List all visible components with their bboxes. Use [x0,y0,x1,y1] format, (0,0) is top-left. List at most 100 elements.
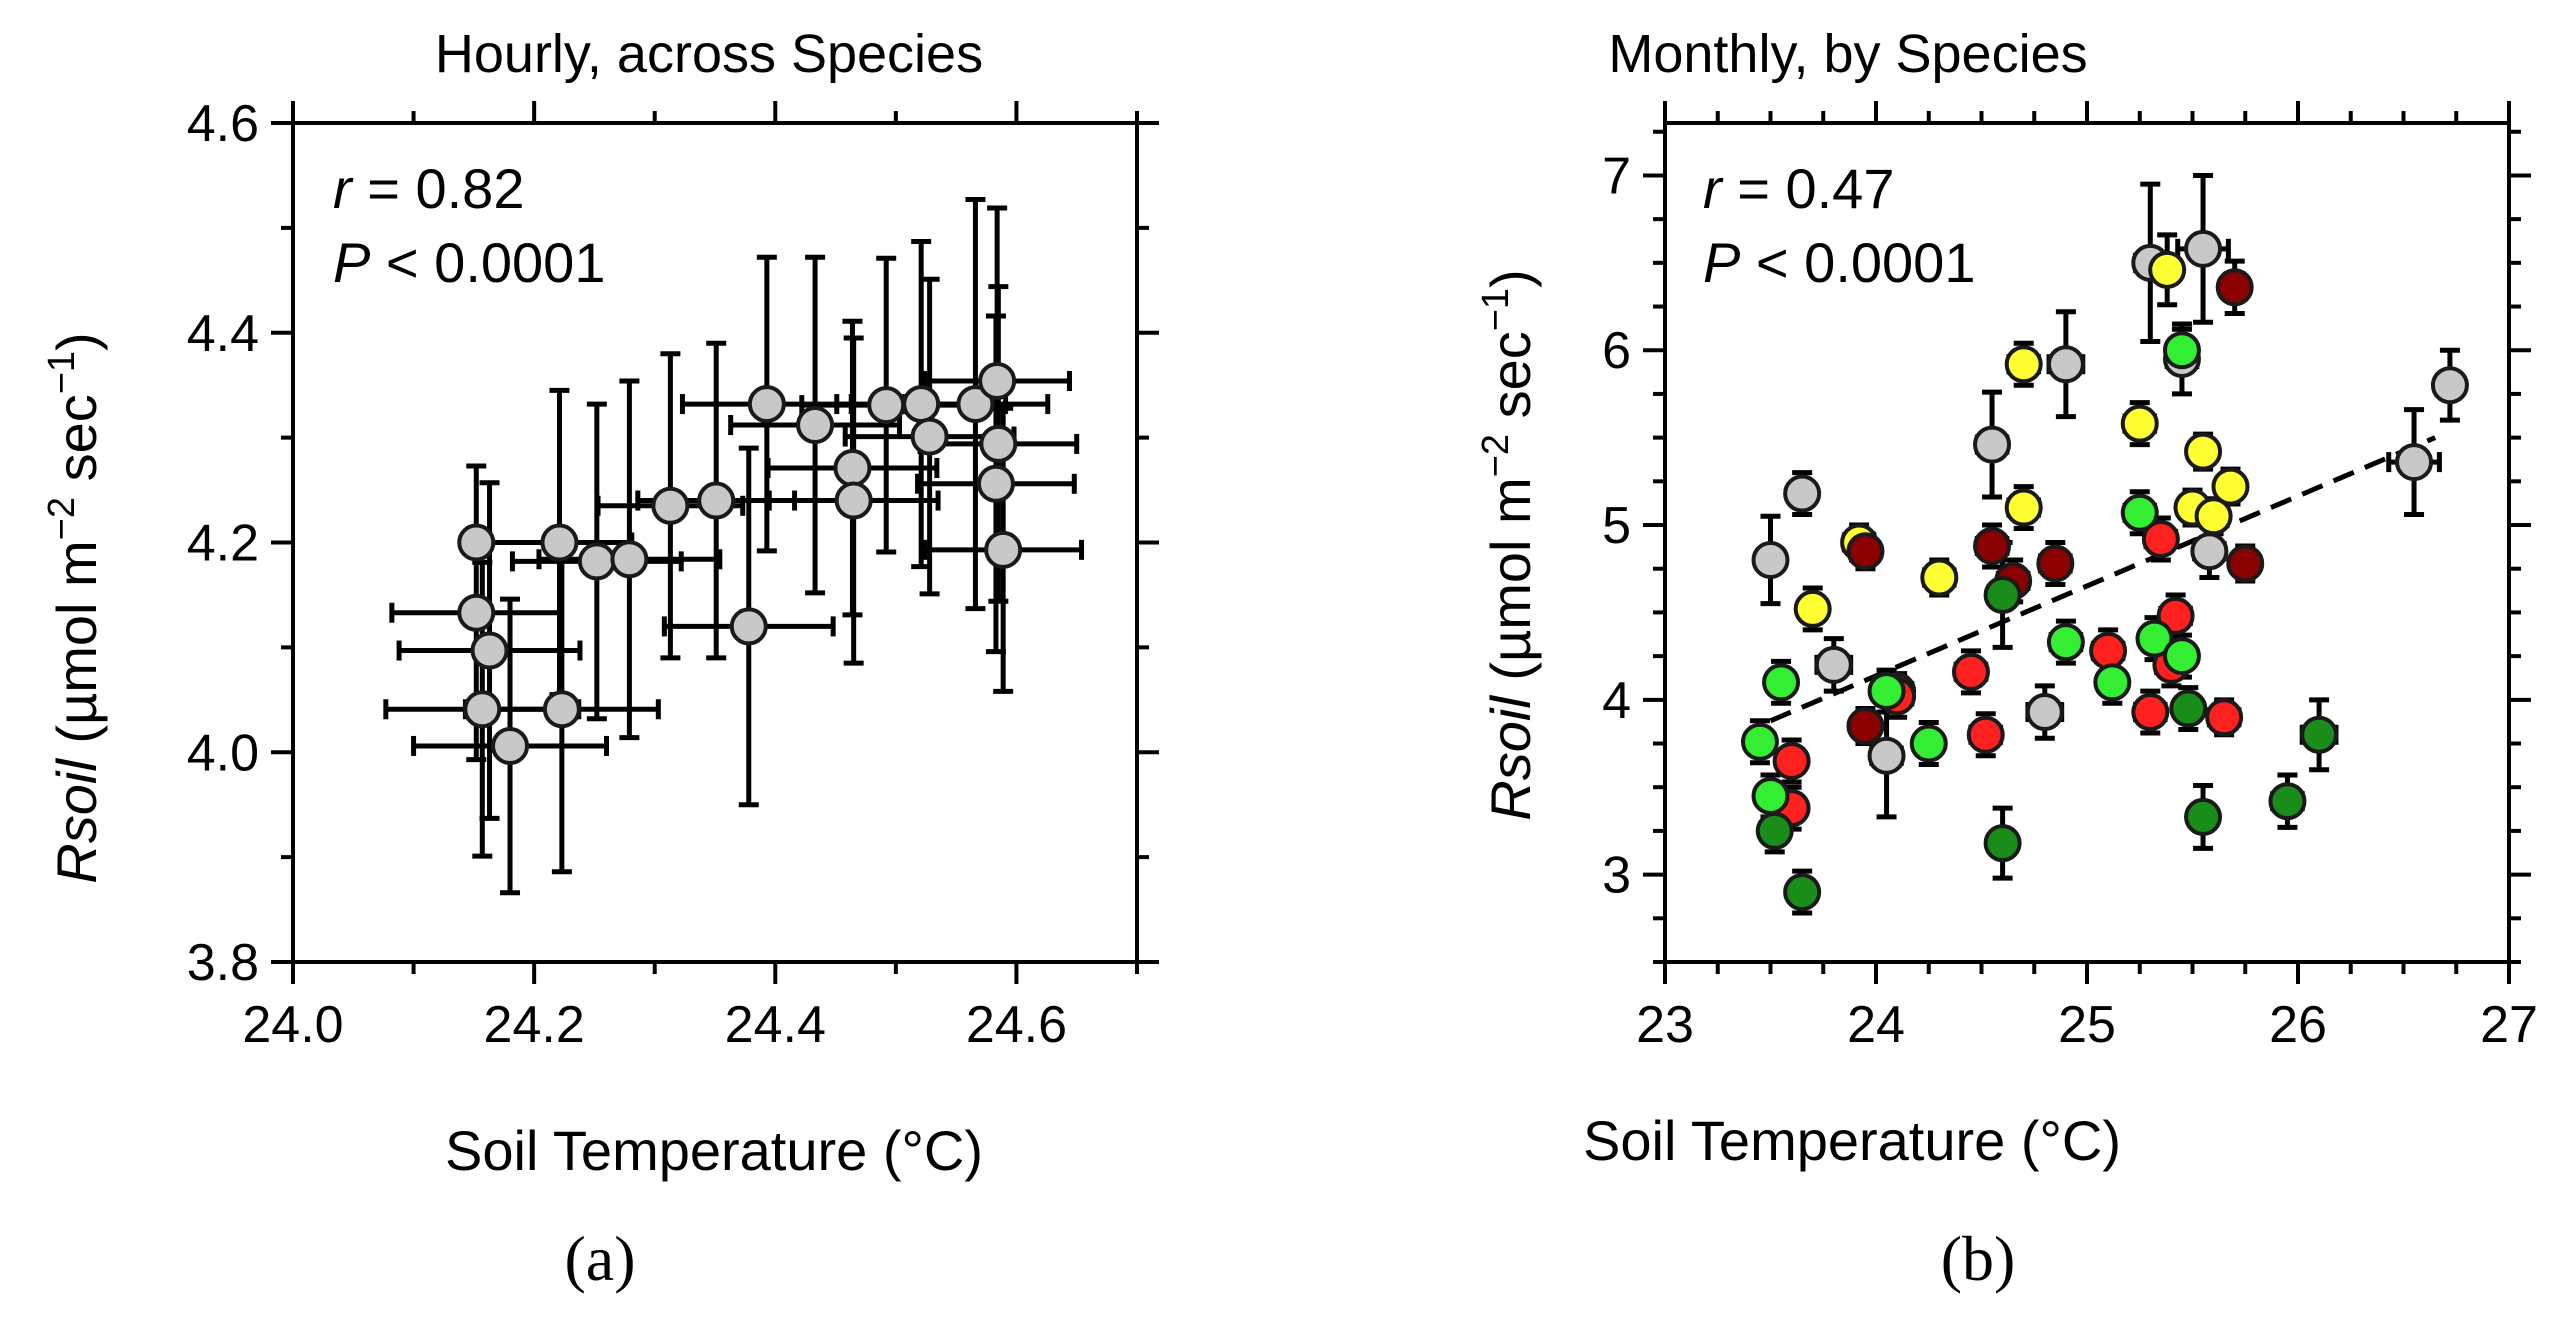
panel-b-y-axis-label-italic: Rsoil [1479,695,1542,821]
panel-b-data-point [2148,250,2187,289]
panel-b-data-point [2205,698,2244,737]
panel-b-data-point [2211,467,2250,506]
panel-b-y-tick-label: 4 [1602,672,1631,730]
panel-b-data-point [2430,366,2469,405]
panel-b-data-point [2395,443,2434,482]
panel-a-data-point [902,385,941,424]
panel-b-data-point [1867,736,1906,775]
panel-b-data-point [1846,532,1885,571]
panel-a-data-point [956,385,995,424]
panel-a-y-axis-label-unit: (µmol m [45,540,108,759]
panel-b-data-point [2141,520,2180,559]
panel-b-data-point [2131,693,2170,732]
panel-b-y-axis-label-end: ) [1479,269,1542,288]
panel-b-data-point [2162,331,2201,370]
panel-b-data-point [2184,797,2223,836]
panel-a-data-point [910,417,949,456]
panel-b-data-point [1740,722,1779,761]
panel-b-stats-r: r = 0.47 [1703,157,1894,220]
panel-b-data-point [1751,540,1790,579]
panel-b-data-point [2156,596,2195,635]
panel-b-data-point [1983,824,2022,863]
panel-b-data-point [2004,488,2043,527]
panel-a-data-point [491,726,530,765]
panel-b-x-tick-label: 26 [2269,996,2327,1054]
panel-a-y-axis-label-sup2: −1 [41,351,83,394]
panel-b-x-axis-label: Soil Temperature (°C) [1583,1109,2121,1172]
panel-a-data-point [976,464,1015,503]
panel-a-y-axis-label-end: ) [45,332,108,351]
panel-a-data-point [984,530,1023,569]
panel-a-stats-p: P < 0.0001 [333,231,605,294]
panel-b-x-tick-label: 27 [2480,996,2538,1054]
panel-a-data-point [979,424,1018,463]
panel-a-x-axis-label: Soil Temperature (°C) [445,1119,983,1182]
panel-a-x-tick-label: 24.4 [725,996,826,1054]
panel-a-data-point [747,385,786,424]
panel-b-data-point [1920,558,1959,597]
panel-b-data-point [2089,631,2128,670]
panel-a-y-axis-label-mid: sec [45,394,108,497]
panel-a-data-point [796,406,835,445]
panel-a-y-tick-label: 4.0 [187,724,259,782]
panel-b: Monthly, by Species 23 24 25 26 27 3 4 5 6 7 r = 0… [1475,24,2538,1294]
panel-b-data-point [2162,637,2201,676]
panel-b-data-point [2004,345,2043,384]
panel-a-y-axis-label-sup1: −2 [41,497,83,540]
panel-a-data-point [457,593,496,632]
panel-b-data-point [1755,811,1794,850]
panel-b-data-point [2190,532,2229,571]
panel-b-y-tick-label: 3 [1602,847,1631,905]
panel-a-title: Hourly, across Species [435,24,983,84]
panel-b-data-point [2120,404,2159,443]
panel-b-y-tick-label: 6 [1602,322,1631,380]
panel-b-y-tick-label: 7 [1602,147,1631,205]
panel-b-x-tick-label: 23 [1636,996,1694,1054]
panel-b-y-axis-label-unit: (µmol m [1479,477,1542,696]
panel-b-data-point [1793,589,1832,628]
panel-b-plot-area: 23 24 25 26 27 3 4 5 6 7 r = 0.47 P < 0.0001 [1602,101,2538,1054]
panel-b-title: Monthly, by Species [1608,24,2087,84]
panel-a-data-point [867,386,906,425]
panel-b-data-point [2046,623,2085,662]
panel-b-data-point [1966,715,2005,754]
panel-b-data-point [1762,663,1801,702]
panel-a-data-point [577,542,616,581]
panel-a-data-point [542,690,581,729]
panel-b-data-point [2025,693,2064,732]
panel-a-y-tick-label: 4.4 [187,305,259,363]
panel-b-data-point [2215,268,2254,307]
panel-a-data-point [729,607,768,646]
panel-a-y-tick-label: 4.2 [187,515,259,573]
panel-b-y-axis-label-mid: sec [1479,331,1542,434]
panel-b-data-point [2226,544,2265,583]
panel-a-x-tick-label: 24.6 [966,996,1067,1054]
panel-b-y-axis-label-sup1: −2 [1475,434,1517,477]
panel-a-data-point [540,523,579,562]
panel-a-y-axis-label-italic: Rsoil [45,758,108,884]
panel-b-data-point [2169,689,2208,728]
panel-a-y-tick-label: 4.6 [187,95,259,153]
panel-a-y-axis-label: Rsoil (µmol m−2 sec−1) [41,332,108,883]
panel-b-data-point [2268,782,2307,821]
panel-b-data-point [1983,575,2022,614]
panel-a-data-point [610,540,649,579]
panel-b-data-point [2093,663,2132,702]
panel-a-y-tick-label: 3.8 [187,934,259,992]
panel-b-data-point [1814,645,1853,684]
panel-a-data-point [470,631,509,670]
panel-b-data-point [1783,873,1822,912]
panel-b-stats-p: P < 0.0001 [1703,231,1975,294]
panel-b-x-tick-label: 24 [1847,996,1905,1054]
panel-a-data-point [834,481,873,520]
panel-b-y-tick-label: 5 [1602,497,1631,555]
panel-a-data-point [457,523,496,562]
panel-a-x-tick-label: 24.2 [484,996,585,1054]
panel-b-data-point [2046,345,2085,384]
panel-b-data-point [1772,741,1811,780]
panel-a-x-tick-label: 24.0 [242,996,343,1054]
panel-b-y-axis-label-sup2: −1 [1475,288,1517,331]
panel-b-data-point [1909,724,1948,763]
panel-b-x-tick-label: 25 [2058,996,2116,1054]
